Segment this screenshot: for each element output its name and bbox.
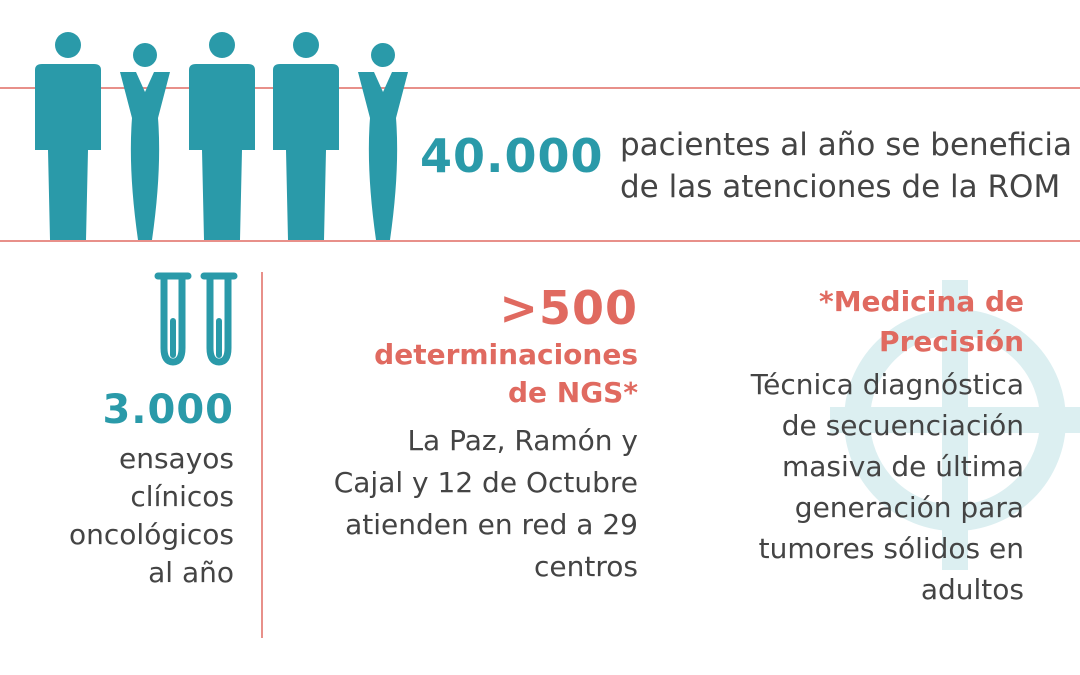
test-tubes-icon [154, 272, 238, 366]
precision-title: *Medicina de Precisión [819, 282, 1024, 362]
trials-description-line: ensayos [118, 442, 234, 475]
ngs-count: >500 [499, 281, 638, 335]
top-divider [0, 87, 1080, 89]
ngs-label-line: determinaciones [374, 338, 638, 371]
ngs-description-line: atienden en red a 29 [345, 508, 638, 541]
ngs-label: determinaciones de NGS* [374, 336, 638, 412]
ngs-description-line: centros [534, 550, 638, 583]
patients-count: 40.000 [420, 129, 604, 183]
precision-description-line: tumores sólidos en [758, 532, 1024, 565]
precision-description: Técnica diagnóstica de secuenciación mas… [751, 364, 1024, 610]
ngs-label-line: de NGS* [507, 376, 638, 409]
precision-title-line: *Medicina de [819, 285, 1024, 318]
column-divider [261, 272, 263, 638]
trials-description-line: clínicos [130, 480, 234, 513]
cross-watermark-icon [830, 280, 1080, 570]
trials-description-line: al año [148, 556, 234, 589]
ngs-description-line: La Paz, Ramón y [407, 424, 638, 457]
patients-description: pacientes al año se beneficia de las ate… [620, 124, 1072, 208]
middle-divider [0, 240, 1080, 242]
precision-title-line: Precisión [879, 325, 1024, 358]
trials-count: 3.000 [102, 387, 234, 433]
patients-description-line: pacientes al año se beneficia [620, 127, 1072, 163]
precision-description-line: de secuenciación [781, 409, 1024, 442]
people-silhouettes-icon [35, 32, 408, 240]
ngs-description: La Paz, Ramón y Cajal y 12 de Octubre at… [334, 420, 638, 588]
precision-description-line: adultos [920, 573, 1024, 606]
precision-description-line: generación para [794, 491, 1024, 524]
precision-description-line: Técnica diagnóstica [750, 368, 1024, 401]
trials-description-line: oncológicos [69, 518, 234, 551]
patients-description-line: de las atenciones de la ROM [620, 169, 1061, 205]
precision-description-line: masiva de última [781, 450, 1024, 483]
trials-description: ensayos clínicos oncológicos al año [69, 440, 234, 592]
ngs-description-line: Cajal y 12 de Octubre [333, 466, 638, 499]
